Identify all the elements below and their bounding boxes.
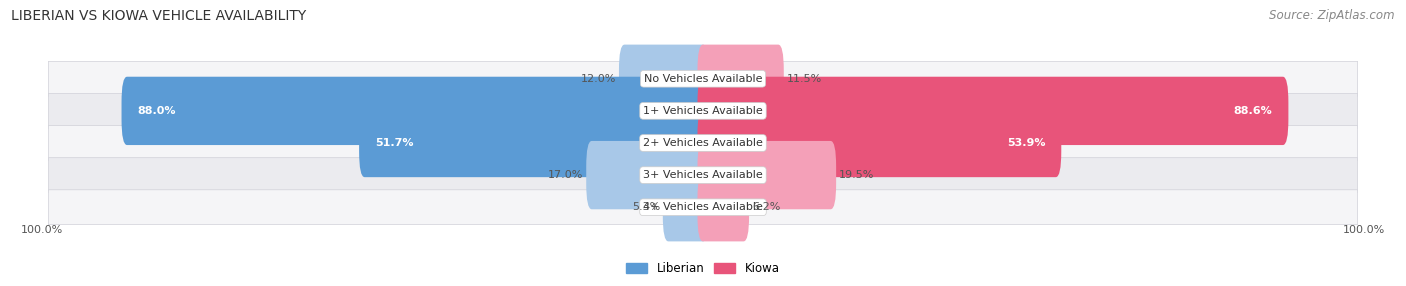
FancyBboxPatch shape — [48, 190, 1358, 225]
FancyBboxPatch shape — [697, 109, 1062, 177]
Text: 53.9%: 53.9% — [1007, 138, 1046, 148]
FancyBboxPatch shape — [121, 77, 709, 145]
Legend: Liberian, Kiowa: Liberian, Kiowa — [621, 257, 785, 280]
FancyBboxPatch shape — [697, 141, 837, 209]
FancyBboxPatch shape — [48, 94, 1358, 128]
FancyBboxPatch shape — [619, 45, 709, 113]
Text: 12.0%: 12.0% — [581, 74, 616, 84]
Text: 100.0%: 100.0% — [1343, 225, 1385, 235]
Text: 88.6%: 88.6% — [1234, 106, 1272, 116]
Text: 11.5%: 11.5% — [786, 74, 821, 84]
Text: 3+ Vehicles Available: 3+ Vehicles Available — [643, 170, 763, 180]
Text: 19.5%: 19.5% — [839, 170, 875, 180]
FancyBboxPatch shape — [697, 45, 783, 113]
Text: 1+ Vehicles Available: 1+ Vehicles Available — [643, 106, 763, 116]
FancyBboxPatch shape — [697, 173, 749, 241]
Text: LIBERIAN VS KIOWA VEHICLE AVAILABILITY: LIBERIAN VS KIOWA VEHICLE AVAILABILITY — [11, 9, 307, 23]
Text: 6.2%: 6.2% — [752, 202, 780, 212]
Text: 5.3%: 5.3% — [631, 202, 659, 212]
Text: 88.0%: 88.0% — [138, 106, 176, 116]
Text: No Vehicles Available: No Vehicles Available — [644, 74, 762, 84]
FancyBboxPatch shape — [359, 109, 709, 177]
FancyBboxPatch shape — [48, 61, 1358, 96]
FancyBboxPatch shape — [586, 141, 709, 209]
Text: 51.7%: 51.7% — [375, 138, 413, 148]
FancyBboxPatch shape — [697, 77, 1288, 145]
Text: 17.0%: 17.0% — [548, 170, 583, 180]
FancyBboxPatch shape — [48, 126, 1358, 160]
Text: 4+ Vehicles Available: 4+ Vehicles Available — [643, 202, 763, 212]
Text: 2+ Vehicles Available: 2+ Vehicles Available — [643, 138, 763, 148]
Text: 100.0%: 100.0% — [21, 225, 63, 235]
Text: Source: ZipAtlas.com: Source: ZipAtlas.com — [1270, 9, 1395, 21]
FancyBboxPatch shape — [662, 173, 709, 241]
FancyBboxPatch shape — [48, 158, 1358, 192]
